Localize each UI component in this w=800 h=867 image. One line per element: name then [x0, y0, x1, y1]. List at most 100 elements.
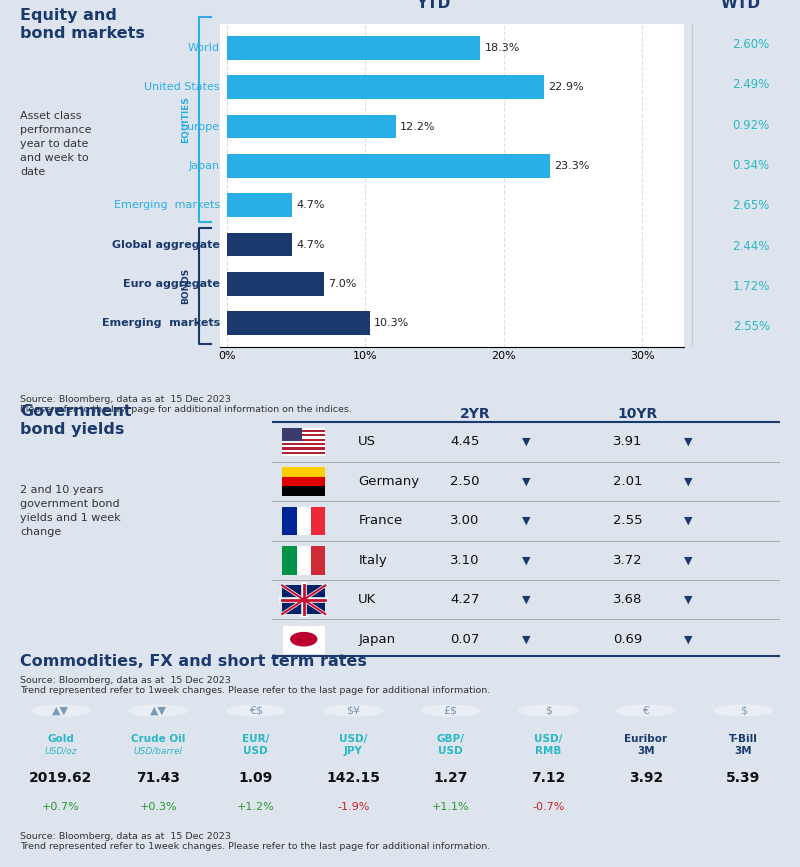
Text: -1.9%: -1.9%: [337, 801, 370, 812]
Text: France: France: [358, 514, 402, 527]
Bar: [227, 36, 480, 60]
Bar: [282, 506, 297, 535]
Text: 1.72%: 1.72%: [733, 280, 770, 293]
Text: 2YR: 2YR: [460, 407, 490, 420]
Bar: [282, 440, 326, 443]
Text: 142.15: 142.15: [326, 771, 380, 785]
Bar: [227, 114, 396, 139]
Text: 2019.62: 2019.62: [29, 771, 93, 785]
Bar: [282, 450, 326, 452]
Text: Global aggregate: Global aggregate: [112, 239, 220, 250]
Text: Crude Oil: Crude Oil: [131, 733, 186, 744]
Text: 4.27: 4.27: [450, 593, 480, 606]
Text: 2.49%: 2.49%: [733, 78, 770, 91]
Text: 3.72: 3.72: [613, 554, 642, 567]
Text: Germany: Germany: [358, 475, 419, 488]
Circle shape: [617, 706, 675, 716]
Bar: [282, 447, 326, 450]
Text: ▼: ▼: [684, 437, 693, 447]
Bar: [282, 436, 326, 439]
Text: Japan: Japan: [189, 161, 220, 171]
Bar: [282, 486, 326, 496]
Bar: [282, 430, 326, 432]
Text: 22.9%: 22.9%: [548, 82, 584, 92]
Text: 4.7%: 4.7%: [296, 200, 325, 210]
Text: ▼: ▼: [522, 595, 530, 605]
Text: ▼: ▼: [684, 595, 693, 605]
Text: 2.55: 2.55: [613, 514, 642, 527]
Text: 2.44%: 2.44%: [733, 239, 770, 252]
Text: EUR/: EUR/: [242, 733, 270, 744]
Text: 2 and 10 years
government bond
yields and 1 week
change: 2 and 10 years government bond yields an…: [20, 485, 121, 537]
Text: USD/oz: USD/oz: [45, 746, 77, 755]
Bar: [297, 546, 311, 575]
Bar: [282, 427, 326, 430]
Text: 0.92%: 0.92%: [733, 119, 770, 132]
Text: GBP/: GBP/: [437, 733, 465, 744]
Text: ▲▼: ▲▼: [52, 706, 70, 715]
Bar: [282, 625, 326, 654]
Text: WTD: WTD: [720, 0, 760, 11]
Bar: [282, 585, 326, 614]
Text: +0.7%: +0.7%: [42, 801, 80, 812]
Bar: [282, 452, 326, 454]
Bar: [282, 439, 326, 440]
Text: USD/: USD/: [534, 733, 562, 744]
Text: USD/: USD/: [339, 733, 367, 744]
Text: +1.1%: +1.1%: [432, 801, 470, 812]
Circle shape: [31, 706, 90, 716]
Circle shape: [226, 706, 285, 716]
Text: Emerging  markets: Emerging markets: [102, 318, 220, 329]
Text: ▼: ▼: [522, 634, 530, 644]
Text: $¥: $¥: [346, 706, 360, 715]
Text: 4.7%: 4.7%: [296, 239, 325, 250]
Text: ▼: ▼: [522, 437, 530, 447]
Bar: [227, 272, 324, 296]
Bar: [282, 467, 326, 477]
Text: ▼: ▼: [684, 476, 693, 486]
Text: 3M: 3M: [637, 746, 654, 756]
Text: World: World: [188, 42, 220, 53]
Text: Euribor: Euribor: [624, 733, 667, 744]
Text: 0.07: 0.07: [450, 633, 480, 646]
Circle shape: [519, 706, 578, 716]
Text: US: US: [358, 435, 376, 448]
Bar: [282, 454, 326, 456]
Bar: [227, 154, 550, 178]
Text: Europe: Europe: [181, 121, 220, 132]
Text: Asset class
performance
year to date
and week to
date: Asset class performance year to date and…: [20, 111, 91, 177]
Text: YTD: YTD: [416, 0, 450, 11]
Text: United States: United States: [144, 82, 220, 92]
Text: Gold: Gold: [47, 733, 74, 744]
Text: 3.00: 3.00: [450, 514, 480, 527]
Bar: [282, 427, 326, 456]
Text: +0.3%: +0.3%: [139, 801, 177, 812]
Text: 2.55%: 2.55%: [733, 320, 770, 333]
Bar: [282, 443, 326, 446]
Text: 18.3%: 18.3%: [485, 42, 520, 53]
Circle shape: [422, 706, 480, 716]
Text: 5.39: 5.39: [726, 771, 760, 785]
Bar: [227, 193, 292, 217]
Text: Source: Bloomberg, data as at  15 Dec 2023
Trend represented refer to 1week chan: Source: Bloomberg, data as at 15 Dec 202…: [20, 676, 490, 695]
Bar: [311, 506, 326, 535]
Circle shape: [129, 706, 187, 716]
Text: Government
bond yields: Government bond yields: [20, 404, 132, 437]
Text: 3.68: 3.68: [613, 593, 642, 606]
Text: 3.92: 3.92: [629, 771, 663, 785]
Text: ▼: ▼: [522, 516, 530, 526]
Text: USD: USD: [243, 746, 268, 756]
Text: ▼: ▼: [684, 555, 693, 565]
Text: 10YR: 10YR: [618, 407, 658, 420]
Text: Source: Bloomberg, data as at  15 Dec 2023
Please refer to the last page for add: Source: Bloomberg, data as at 15 Dec 202…: [20, 394, 352, 414]
Text: 0.34%: 0.34%: [733, 159, 770, 172]
Bar: [227, 75, 544, 99]
Text: 2.65%: 2.65%: [733, 199, 770, 212]
Bar: [282, 427, 302, 440]
Text: 7.0%: 7.0%: [328, 279, 357, 289]
Text: Italy: Italy: [358, 554, 387, 567]
Bar: [297, 506, 311, 535]
Text: 2.50: 2.50: [450, 475, 480, 488]
Text: Japan: Japan: [358, 633, 395, 646]
Text: Euro aggregate: Euro aggregate: [123, 279, 220, 289]
